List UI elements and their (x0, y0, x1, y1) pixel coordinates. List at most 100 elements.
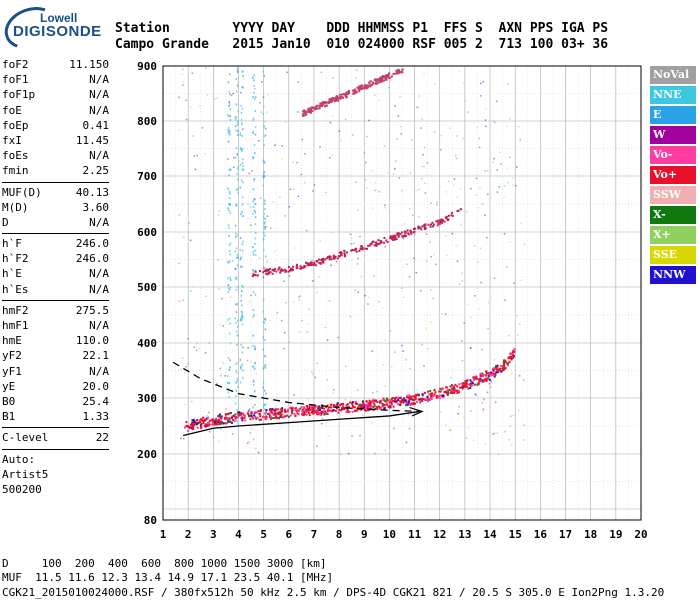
trace-point (232, 419, 235, 422)
trace-point (353, 90, 356, 93)
trace-point (323, 407, 326, 410)
trace-point (194, 421, 197, 424)
echo-point (239, 133, 242, 136)
echo-point (364, 161, 367, 164)
trace-point (234, 413, 237, 416)
echo-point (350, 237, 353, 239)
trace-point (299, 265, 302, 268)
trace-point (196, 419, 199, 422)
echo-point (264, 402, 267, 405)
echo-point (511, 372, 513, 374)
echo-point (263, 160, 265, 163)
trace-point (405, 404, 408, 407)
trace-point (430, 392, 433, 395)
param-separator (2, 448, 109, 450)
trace-point (241, 416, 244, 419)
trace-point (319, 105, 322, 108)
param-row: foF1 N/A (2, 73, 109, 88)
echo-point (305, 229, 308, 232)
echo-point (493, 277, 496, 280)
trace-point (367, 84, 370, 87)
trace-point (323, 413, 326, 416)
echo-point (420, 289, 422, 292)
echo-point (228, 287, 230, 290)
parameter-panel: foF2 11.150 foF1 N/A foF1p N/A foE N/A foEp 0.41 f… (2, 58, 109, 498)
echo-point (415, 271, 418, 274)
echo-point (367, 303, 369, 305)
param-row: 500200 (2, 483, 109, 498)
trace-point (417, 227, 420, 230)
echo-point (237, 361, 240, 363)
echo-point (241, 210, 243, 213)
echo-point (418, 188, 420, 191)
echo-point (389, 330, 392, 332)
echo-point (242, 169, 244, 172)
x-tick-label: 19 (609, 528, 622, 541)
trace-point (359, 88, 362, 91)
echo-point (378, 190, 381, 193)
echo-point (464, 100, 467, 102)
trace-point (287, 265, 290, 268)
echo-point (218, 288, 220, 290)
trace-point (476, 383, 479, 386)
param-key: M(D) (2, 200, 29, 214)
trace-point (511, 351, 514, 354)
echo-point (254, 348, 256, 351)
echo-point (252, 379, 255, 382)
trace-point (362, 400, 365, 403)
echo-point (458, 405, 460, 408)
echo-point (474, 295, 476, 297)
trace-point (363, 408, 366, 411)
trace-point (480, 374, 483, 377)
trace-point (429, 225, 432, 228)
echo-point (252, 200, 254, 203)
trace-point (390, 397, 393, 400)
echo-point (288, 206, 290, 208)
trace-point (374, 241, 377, 244)
trace-point (388, 401, 391, 404)
echo-point (495, 100, 498, 103)
echo-point (228, 382, 231, 385)
echo-point (235, 203, 237, 206)
trace-point (330, 403, 333, 406)
trace-point (269, 409, 272, 412)
trace-point (277, 411, 280, 414)
trace-point (348, 406, 351, 409)
echo-point (239, 163, 242, 166)
echo-point (235, 247, 238, 250)
echo-point (237, 70, 239, 73)
echo-point (311, 373, 314, 376)
trace-point (409, 230, 412, 233)
trace-point (305, 113, 308, 116)
trace-point (366, 403, 369, 406)
trace-point (374, 400, 377, 403)
trace-point (316, 413, 319, 416)
echo-point (252, 291, 255, 294)
trace-point (306, 408, 309, 411)
echo-point (308, 418, 311, 420)
y-tick-label: 600 (137, 226, 157, 239)
trace-point (286, 410, 289, 413)
echo-point (262, 174, 265, 177)
echo-point (254, 97, 256, 100)
trace-point (369, 85, 372, 88)
trace-point (247, 410, 250, 413)
trace-point (351, 401, 354, 404)
trace-point (343, 407, 346, 410)
echo-point (229, 168, 232, 171)
trace-point (452, 387, 455, 390)
trace-point (364, 406, 367, 409)
trace-point (287, 408, 290, 411)
echo-point (235, 278, 238, 281)
param-key: fmin (2, 164, 29, 178)
trace-point (306, 410, 309, 413)
param-key: C-level (2, 431, 49, 445)
echo-point (262, 112, 265, 115)
echo-point (263, 215, 265, 218)
echo-point (520, 279, 522, 282)
echo-point (259, 101, 261, 104)
trace-point (378, 242, 381, 245)
trace-point (306, 262, 309, 265)
echo-point (364, 294, 366, 297)
trace-point (339, 404, 342, 407)
